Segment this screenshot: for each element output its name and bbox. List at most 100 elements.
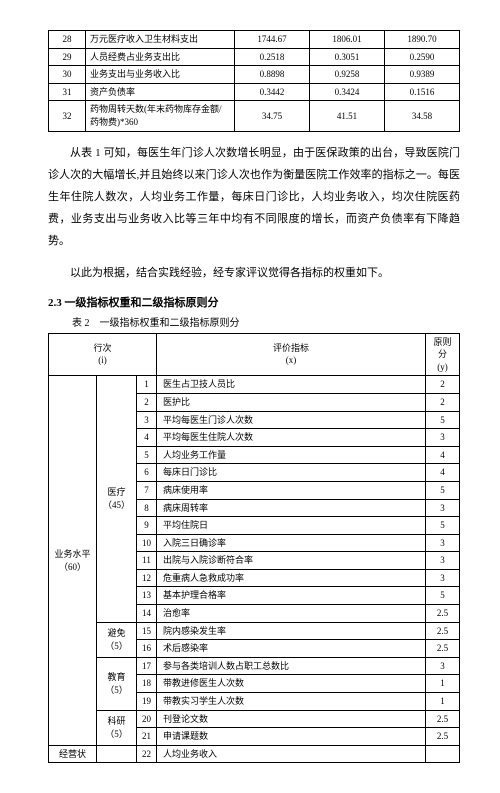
table1-body: 28 万元医疗收入卫生材料支出 1744.67 1806.01 1890.70 … — [49, 31, 460, 132]
paragraph-1: 从表 1 可知，每医生年门诊人次数增长明显，由于医保政策的出台，导致医院门诊人次… — [48, 142, 460, 252]
cell-k: 11 — [137, 552, 157, 570]
sub-a1-weight: （45） — [103, 500, 130, 510]
sub-a2-label: 避免 — [107, 628, 125, 638]
group-a-label: 业务水平 — [54, 549, 90, 559]
cell-v2: 0.9258 — [310, 66, 385, 84]
cell-y: 3 — [426, 657, 460, 675]
sub-blank — [97, 745, 137, 763]
cell-x: 人均业务工作量 — [157, 446, 426, 464]
cell-v2: 0.3424 — [310, 83, 385, 101]
cell-y: 5 — [426, 587, 460, 605]
cell-y: 2.5 — [426, 605, 460, 623]
cell-label: 药物周转天数(年末药物库存金额/药物费)*360 — [86, 101, 235, 131]
page: 28 万元医疗收入卫生材料支出 1744.67 1806.01 1890.70 … — [0, 0, 500, 793]
cell-x: 病床周转率 — [157, 499, 426, 517]
table-row: 31 资产负债率 0.3442 0.3424 0.1516 — [49, 83, 460, 101]
cell-k: 18 — [137, 675, 157, 693]
sub-a2: 避免 （5） — [97, 622, 137, 657]
head-x-1: 评价指标 — [273, 343, 309, 353]
cell-k: 5 — [137, 446, 157, 464]
cell-v1: 0.3442 — [235, 83, 310, 101]
paragraph-2: 以此为根据，结合实践经验，经专家评议觉得各指标的权重如下。 — [48, 262, 460, 284]
cell-n: 28 — [49, 31, 86, 49]
cell-x: 人均业务收入 — [157, 745, 426, 763]
cell-x: 治愈率 — [157, 605, 426, 623]
cell-x: 出院与入院诊断符合率 — [157, 552, 426, 570]
cell-n: 31 — [49, 83, 86, 101]
cell-y — [426, 745, 460, 763]
sub-a1: 医疗 （45） — [97, 376, 137, 622]
cell-y: 3 — [426, 534, 460, 552]
sub-a3: 教育 （5） — [97, 657, 137, 710]
cell-x: 参与各类培训人数占职工总数比 — [157, 657, 426, 675]
table-row: 30 业务支出与业务收入比 0.8898 0.9258 0.9389 — [49, 66, 460, 84]
cell-x: 术后感染率 — [157, 640, 426, 658]
cell-v2: 41.51 — [310, 101, 385, 131]
head-i-1: 行次 — [94, 343, 112, 353]
cell-k: 22 — [137, 745, 157, 763]
table-row: 经营状 22人均业务收入 — [49, 745, 460, 763]
head-y-1: 原则分 — [433, 337, 451, 360]
cell-y: 4 — [426, 464, 460, 482]
table-row: 29 人员经费占业务支出比 0.2518 0.3051 0.2590 — [49, 48, 460, 66]
head-i-2: (i) — [98, 355, 107, 365]
cell-n: 29 — [49, 48, 86, 66]
table2: 行次 (i) 评价指标 (x) 原则分 (y) 业务水平 （60） — [48, 333, 460, 764]
cell-y: 3 — [426, 429, 460, 447]
cell-y: 2 — [426, 376, 460, 394]
cell-k: 4 — [137, 429, 157, 447]
cell-k: 15 — [137, 622, 157, 640]
cell-k: 17 — [137, 657, 157, 675]
cell-x: 带教实习学生人次数 — [157, 693, 426, 711]
cell-k: 6 — [137, 464, 157, 482]
group-a-weight: （60） — [59, 562, 86, 572]
cell-v2: 0.3051 — [310, 48, 385, 66]
cell-y: 4 — [426, 446, 460, 464]
table2-head-row: 行次 (i) 评价指标 (x) 原则分 (y) — [49, 333, 460, 376]
table2-caption: 表 2 一级指标权重和二级指标原则分 — [72, 314, 460, 329]
cell-x: 带教进修医生人次数 — [157, 675, 426, 693]
cell-k: 10 — [137, 534, 157, 552]
table-row: 业务水平 （60） 医疗 （45） 1 医生占卫技人员比 2 — [49, 376, 460, 394]
sub-a2-weight: （5） — [105, 641, 128, 651]
cell-label: 资产负债率 — [86, 83, 235, 101]
cell-x: 院内感染发生率 — [157, 622, 426, 640]
table1: 28 万元医疗收入卫生材料支出 1744.67 1806.01 1890.70 … — [48, 30, 460, 132]
cell-x: 平均住院日 — [157, 517, 426, 535]
cell-y: 2.5 — [426, 728, 460, 746]
cell-k: 12 — [137, 569, 157, 587]
head-x-2: (x) — [286, 355, 297, 365]
cell-k: 2 — [137, 393, 157, 411]
cell-x: 危重病人急救成功率 — [157, 569, 426, 587]
cell-y: 2 — [426, 393, 460, 411]
cell-y: 2.5 — [426, 640, 460, 658]
cell-k: 20 — [137, 710, 157, 728]
cell-y: 2.5 — [426, 710, 460, 728]
cell-v1: 1744.67 — [235, 31, 310, 49]
cell-label: 业务支出与业务收入比 — [86, 66, 235, 84]
cell-y: 5 — [426, 517, 460, 535]
cell-y: 1 — [426, 675, 460, 693]
cell-v3: 34.58 — [385, 101, 460, 131]
cell-k: 3 — [137, 411, 157, 429]
cell-v2: 1806.01 — [310, 31, 385, 49]
cell-y: 3 — [426, 499, 460, 517]
cell-k: 21 — [137, 728, 157, 746]
sub-a3-weight: （5） — [105, 685, 128, 695]
cell-y: 3 — [426, 569, 460, 587]
group-b: 经营状 — [49, 745, 97, 763]
cell-x: 申请课题数 — [157, 728, 426, 746]
cell-x: 平均每医生门诊人次数 — [157, 411, 426, 429]
cell-k: 13 — [137, 587, 157, 605]
sub-a4: 科研（5） — [97, 710, 137, 745]
cell-x: 病床使用率 — [157, 481, 426, 499]
cell-x: 平均每医生住院人次数 — [157, 429, 426, 447]
cell-y: 2.5 — [426, 622, 460, 640]
cell-v1: 0.8898 — [235, 66, 310, 84]
head-y: 原则分 (y) — [426, 333, 460, 376]
group-a: 业务水平 （60） — [49, 376, 97, 745]
cell-label: 万元医疗收入卫生材料支出 — [86, 31, 235, 49]
cell-y: 1 — [426, 693, 460, 711]
cell-x: 医护比 — [157, 393, 426, 411]
cell-y: 5 — [426, 411, 460, 429]
